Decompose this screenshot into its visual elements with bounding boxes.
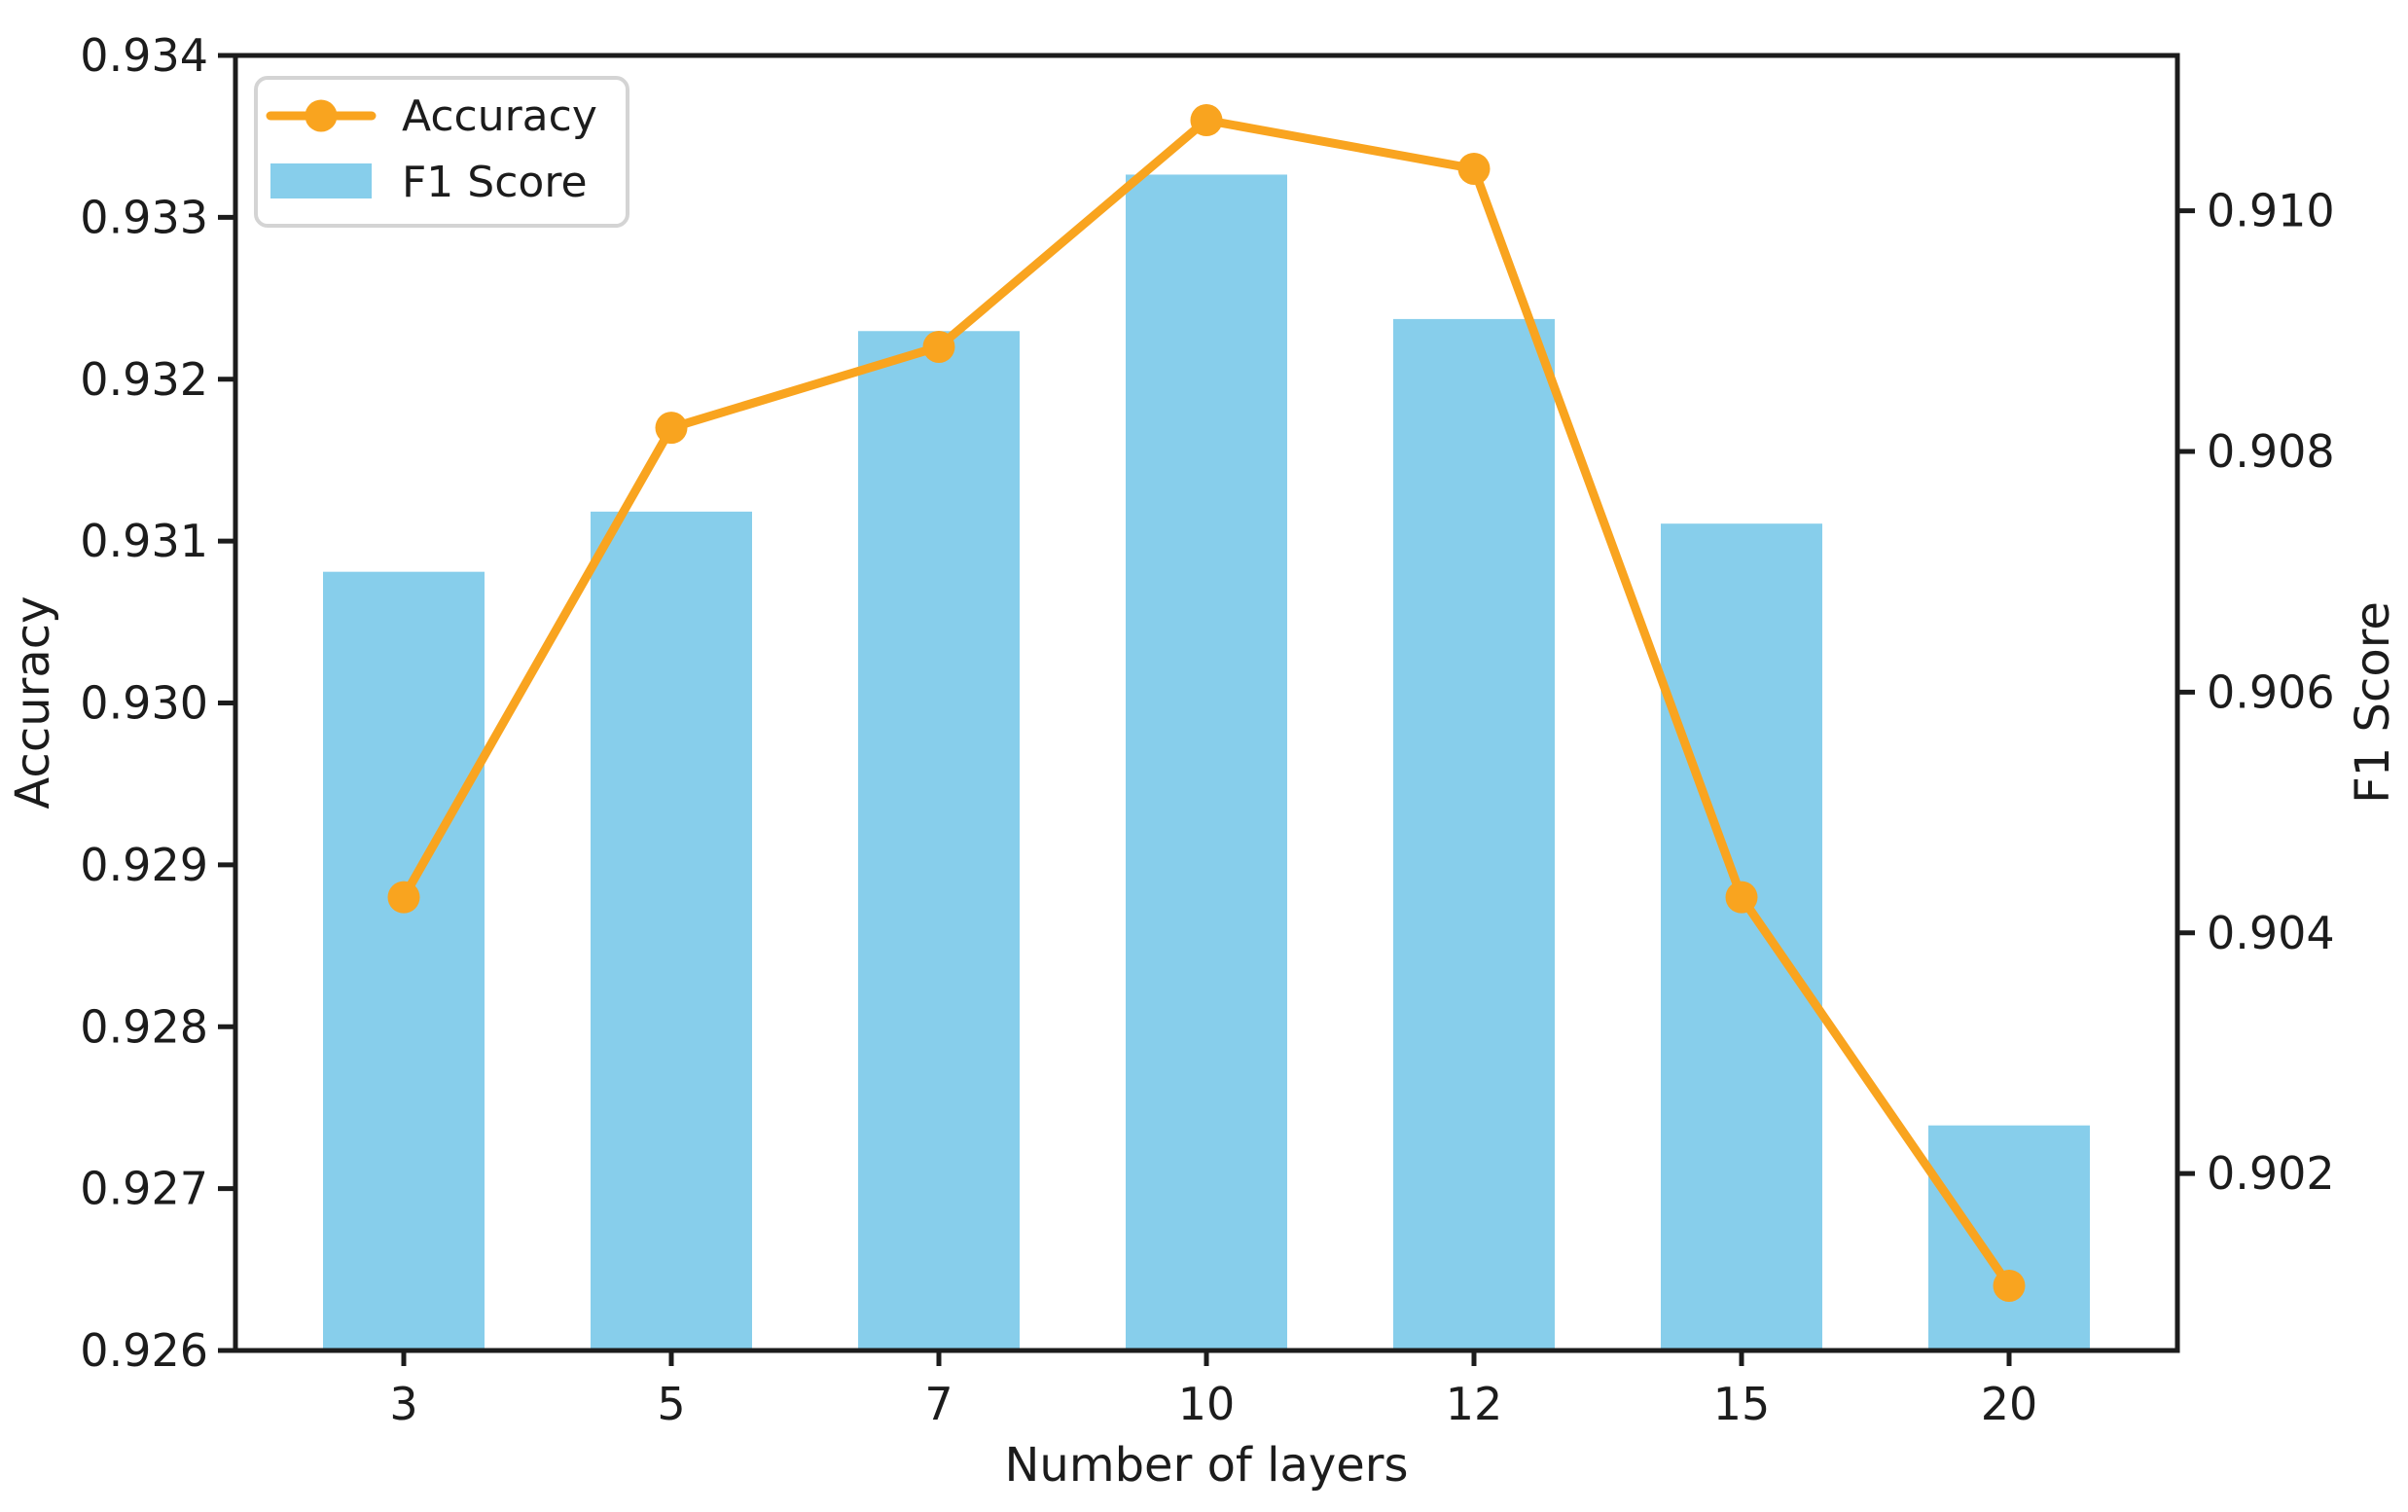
legend-label-accuracy: Accuracy [402, 91, 597, 141]
right-axis-label: F1 Score [2346, 601, 2400, 804]
left-tick-label-0.931: 0.931 [80, 515, 208, 567]
accuracy-marker-10 [1190, 104, 1223, 137]
legend-accuracy-marker-icon [305, 99, 338, 132]
left-tick-label-0.927: 0.927 [80, 1163, 208, 1215]
bar-f1-3 [323, 571, 485, 1350]
x-tick-label-3: 3 [389, 1378, 417, 1430]
x-tick-label-10: 10 [1178, 1378, 1236, 1430]
legend: Accuracy F1 Score [254, 76, 629, 228]
x-tick-label-15: 15 [1713, 1378, 1771, 1430]
left-tick-label-0.932: 0.932 [80, 353, 208, 406]
left-axis-label: Accuracy [6, 595, 60, 809]
left-tick-label-0.934: 0.934 [80, 29, 208, 82]
left-tick-label-0.928: 0.928 [80, 1000, 208, 1053]
accuracy-marker-5 [655, 412, 688, 445]
x-tick-label-20: 20 [1981, 1378, 2038, 1430]
accuracy-line-group [387, 104, 2026, 1302]
right-tick-label-0.908: 0.908 [2207, 425, 2335, 478]
right-tick-label-0.902: 0.902 [2207, 1147, 2335, 1200]
accuracy-marker-7 [922, 330, 955, 363]
bar-f1-10 [1126, 174, 1287, 1350]
right-tick-label-0.904: 0.904 [2207, 907, 2335, 959]
x-tick-label-7: 7 [924, 1378, 952, 1430]
accuracy-marker-12 [1457, 152, 1491, 185]
axis-ticks-group: 0.926 0.927 0.928 0.929 0.930 0.931 0.932 0.933… [80, 29, 2334, 1430]
bar-f1-5 [591, 511, 752, 1350]
legend-label-f1-score: F1 Score [402, 158, 588, 207]
f1-bars-group [323, 174, 2090, 1351]
left-tick-label-0.930: 0.930 [80, 677, 208, 730]
accuracy-marker-3 [387, 881, 420, 914]
legend-f1-patch-icon [270, 163, 372, 198]
bar-f1-20 [1928, 1125, 2090, 1350]
accuracy-marker-20 [1993, 1269, 2026, 1302]
plot-spines [233, 53, 2180, 1353]
x-tick-label-5: 5 [657, 1378, 685, 1430]
left-tick-label-0.933: 0.933 [80, 191, 208, 243]
x-axis-label: Number of layers [1004, 1438, 1408, 1493]
bar-f1-7 [858, 331, 1020, 1350]
bar-f1-12 [1393, 318, 1555, 1351]
left-tick-label-0.926: 0.926 [80, 1324, 208, 1377]
x-tick-label-12: 12 [1446, 1378, 1503, 1430]
left-tick-label-0.929: 0.929 [80, 839, 208, 891]
bar-f1-15 [1661, 523, 1822, 1350]
accuracy-marker-15 [1725, 881, 1758, 914]
right-tick-label-0.906: 0.906 [2207, 666, 2335, 718]
right-tick-label-0.910: 0.910 [2207, 185, 2335, 237]
